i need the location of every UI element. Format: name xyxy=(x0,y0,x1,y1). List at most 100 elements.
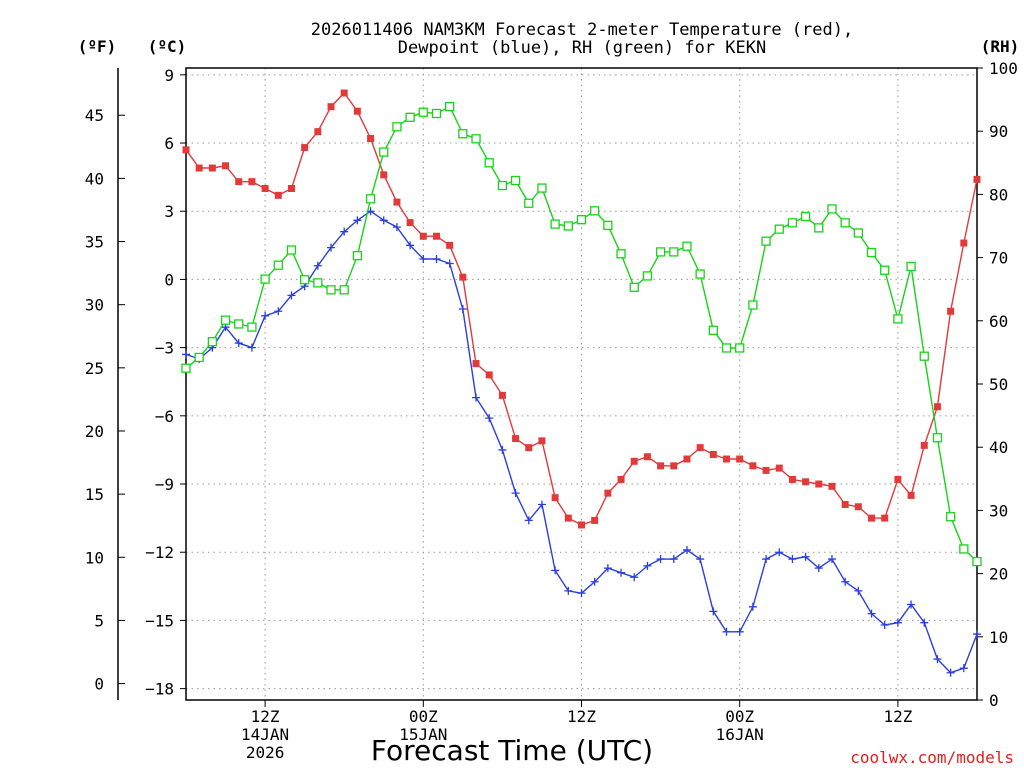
dewpoint-point xyxy=(762,555,771,564)
rh-point xyxy=(339,285,349,295)
celsius-tick-label: 9 xyxy=(164,66,174,85)
dewpoint-point xyxy=(406,241,415,250)
dewpoint-point xyxy=(959,664,968,673)
dewpoint-point xyxy=(630,573,639,582)
fahrenheit-tick-label: 20 xyxy=(85,422,104,441)
rh-tick-label: 40 xyxy=(989,438,1008,457)
dewpoint-point xyxy=(973,630,981,639)
rh-point xyxy=(431,108,442,119)
fahrenheit-tick-label: 30 xyxy=(85,296,104,315)
rh-point xyxy=(484,158,494,168)
dewpoint-point xyxy=(577,589,586,598)
rh-point xyxy=(286,245,297,255)
celsius-tick-label: −3 xyxy=(155,339,174,358)
dewpoint-point xyxy=(643,561,652,570)
dewpoint-point xyxy=(379,216,388,225)
celsius-tick-label: 3 xyxy=(164,202,174,221)
2-meter-temperature-point xyxy=(683,455,691,463)
2-meter-temperature-point xyxy=(696,444,704,452)
x-tick-label: 15JAN xyxy=(399,725,447,744)
2-meter-temperature-point xyxy=(525,444,533,452)
rh-unit-label: (RH) xyxy=(981,37,1020,56)
2-meter-temperature-point xyxy=(459,273,467,281)
rh-point xyxy=(800,211,811,222)
dewpoint-point xyxy=(827,555,836,564)
dewpoint-point xyxy=(603,564,612,573)
2-meter-temperature-point xyxy=(406,219,414,227)
2-meter-temperature-point xyxy=(498,391,506,399)
tick-labels: 9630−3−6−9−12−15−1812Z14JAN202600Z15JAN1… xyxy=(85,59,1018,762)
celsius-tick-label: −15 xyxy=(145,611,174,630)
rh-point xyxy=(313,278,323,288)
rh-point xyxy=(418,107,428,117)
rh-tick-label: 0 xyxy=(989,691,999,710)
2-meter-temperature-point xyxy=(630,457,638,465)
rh-point xyxy=(827,204,837,214)
2-meter-temperature-point xyxy=(274,191,282,199)
dewpoint-point xyxy=(696,555,705,564)
rh-point xyxy=(972,556,982,567)
2-meter-temperature-line xyxy=(185,91,978,526)
rh-point xyxy=(510,175,521,186)
2-meter-temperature-point xyxy=(367,134,375,142)
dewpoint-point xyxy=(564,586,573,595)
dewpoint-point xyxy=(182,350,190,359)
dewpoint-point xyxy=(511,489,520,498)
rh-point xyxy=(181,363,191,373)
dewpoint-point xyxy=(445,259,454,268)
rh-point xyxy=(537,183,547,193)
rh-point xyxy=(299,275,310,285)
dewpoint-point xyxy=(353,216,362,225)
x-axis-label: Forecast Time (UTC) xyxy=(371,734,653,767)
2-meter-temperature-point xyxy=(736,455,744,463)
2-meter-temperature-point xyxy=(446,241,454,249)
fahrenheit-tick-label: 35 xyxy=(85,233,104,252)
2-meter-temperature-point xyxy=(432,232,440,240)
x-tick-label: 00Z xyxy=(725,707,754,726)
2-meter-temperature-point xyxy=(578,521,585,529)
dewpoint-point xyxy=(419,254,428,263)
dewpoint-point xyxy=(775,548,784,557)
x-tick-label: 12Z xyxy=(251,707,280,726)
dewpoint-point xyxy=(261,311,270,320)
dewpoint-point xyxy=(247,343,256,352)
2-meter-temperature-point xyxy=(512,435,520,443)
2-meter-temperature-point xyxy=(472,360,480,368)
2-meter-temperature-point xyxy=(538,437,546,445)
2-meter-temperature-point xyxy=(208,164,216,172)
dewpoint-point xyxy=(801,552,810,561)
chart-title-line1: 2026011406 NAM3KM Forecast 2-meter Tempe… xyxy=(311,20,853,40)
rh-point xyxy=(590,206,600,216)
dewpoint-point xyxy=(669,555,678,564)
celsius-tick-label: −6 xyxy=(155,407,174,426)
rh-point xyxy=(735,343,745,353)
rh-point xyxy=(603,220,613,231)
rh-point xyxy=(616,249,626,259)
rh-line xyxy=(185,105,978,563)
2-meter-temperature-point xyxy=(802,478,810,486)
2-meter-temperature-point xyxy=(301,144,309,152)
rh-point xyxy=(458,129,468,139)
2-meter-temperature-point xyxy=(868,514,876,522)
rh-point xyxy=(880,265,890,275)
dewpoint-point xyxy=(880,620,889,629)
2-meter-temperature-point xyxy=(907,491,915,499)
dewpoint-point xyxy=(551,566,560,575)
rh-point xyxy=(840,218,850,228)
rh-tick-label: 100 xyxy=(989,59,1018,78)
dewpoint-point xyxy=(907,600,916,609)
dewpoint-point xyxy=(920,618,929,627)
rh-point xyxy=(234,319,244,329)
chart-title-line2: Dewpoint (blue), RH (green) for KEKN xyxy=(398,38,766,58)
rh-tick-label: 20 xyxy=(989,565,1008,584)
rh-point xyxy=(576,215,587,225)
axes xyxy=(117,67,983,707)
2-meter-temperature-point xyxy=(393,198,401,206)
x-tick-label: 14JAN xyxy=(241,725,289,744)
dewpoint-point xyxy=(933,655,942,664)
2-meter-temperature-point xyxy=(235,178,243,186)
2-meter-temperature-point xyxy=(340,89,348,97)
celsius-tick-label: −18 xyxy=(145,680,174,699)
2-meter-temperature-point xyxy=(960,239,968,247)
rh-point xyxy=(853,228,863,238)
